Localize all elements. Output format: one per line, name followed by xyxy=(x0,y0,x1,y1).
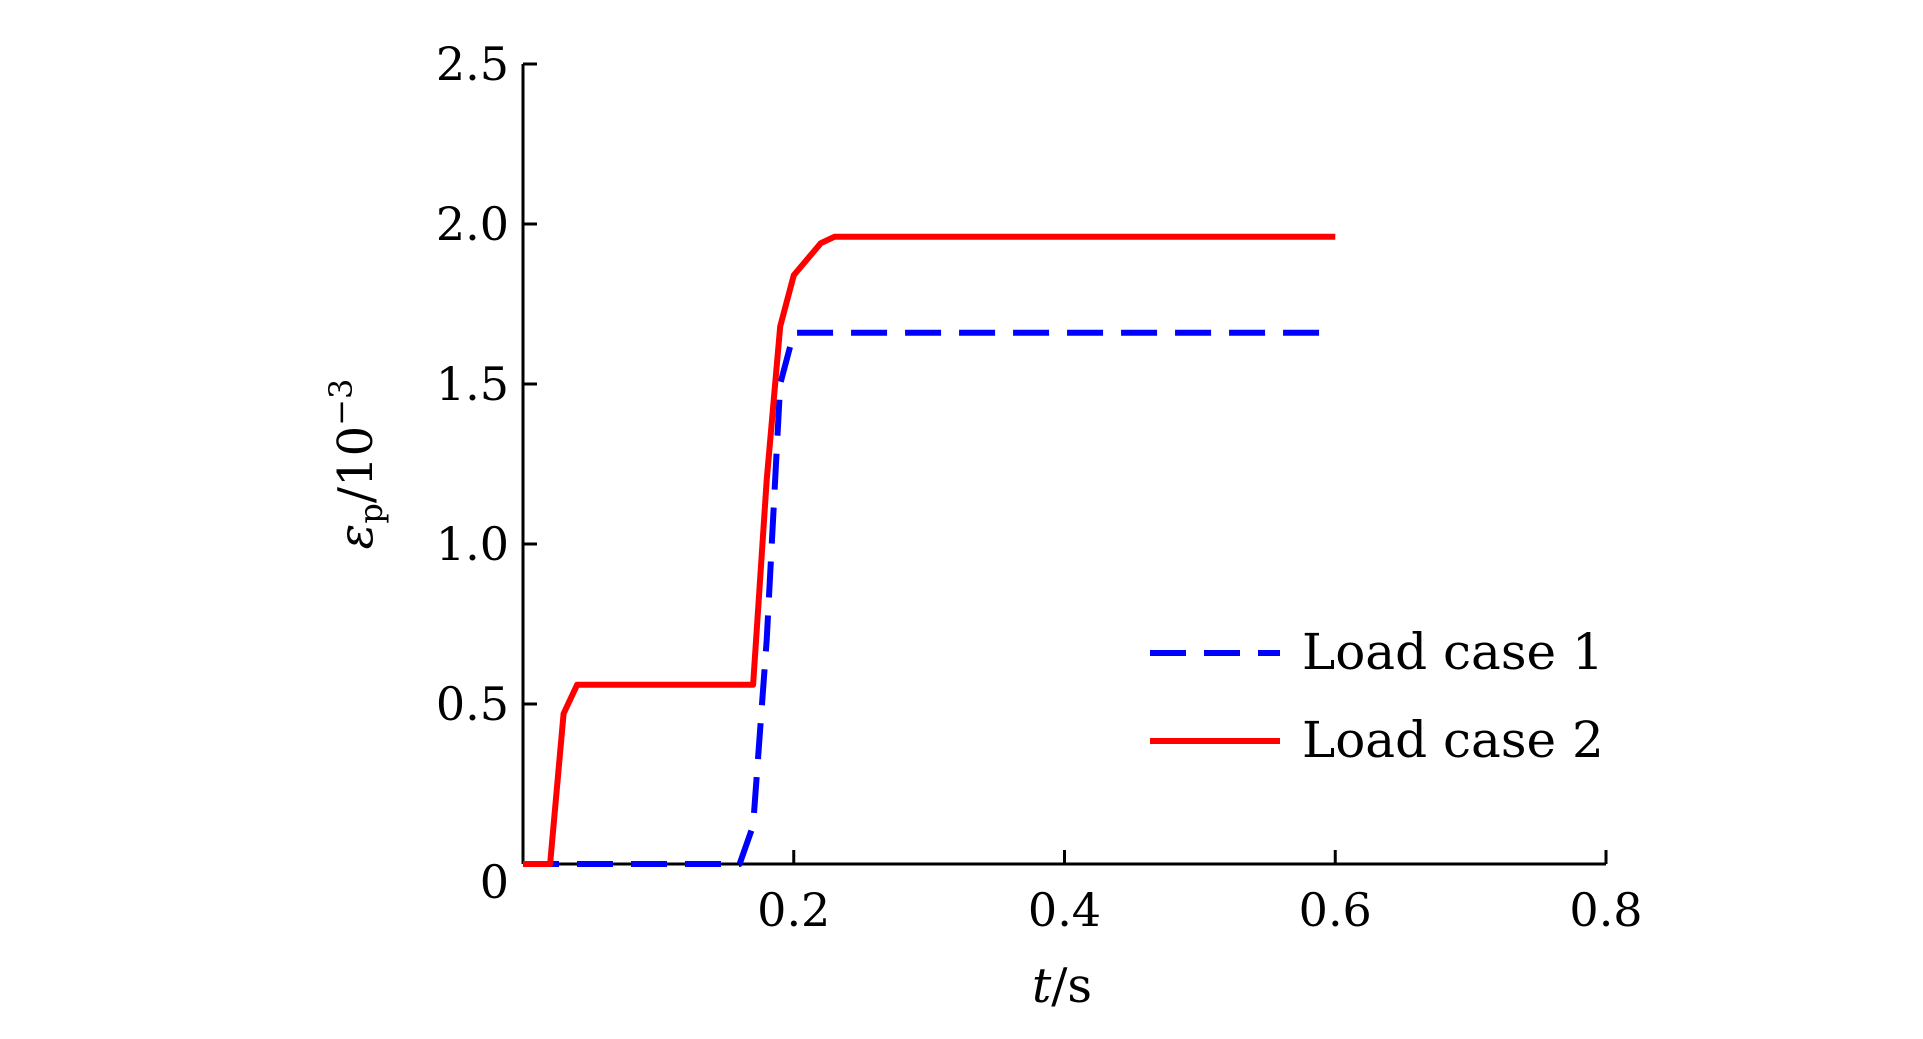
y-axis-label: εp/10−3 xyxy=(322,379,390,550)
y-tick-label: 0.5 xyxy=(436,677,509,731)
legend-label-load-case-1: Load case 1 xyxy=(1302,623,1604,681)
y-tick-label: 1.0 xyxy=(436,517,509,571)
x-axis-label-var: t xyxy=(1032,958,1052,1014)
x-axis-label-unit: /s xyxy=(1051,958,1092,1014)
y-axis-label-unit: /10 xyxy=(328,426,384,503)
svg-text:εp/10−3: εp/10−3 xyxy=(322,379,390,550)
x-axis-label: t/s xyxy=(1032,958,1092,1014)
legend-label-load-case-2: Load case 2 xyxy=(1302,711,1604,769)
y-axis-label-sup: −3 xyxy=(322,379,360,426)
series-layer xyxy=(523,233,1336,867)
x-ticks: 0.2 0.4 0.6 0.8 xyxy=(757,850,1643,937)
series-line-load-case-2 xyxy=(523,233,1336,867)
y-axis-label-var: ε xyxy=(328,524,384,550)
x-tick-label: 0.6 xyxy=(1299,883,1372,937)
x-tick-label: 0.4 xyxy=(1028,883,1101,937)
y-axis-label-sub: p xyxy=(352,503,390,523)
y-tick-label: 2.0 xyxy=(436,197,509,251)
legend: Load case 1 Load case 2 xyxy=(1150,623,1604,769)
x-tick-label: 0.2 xyxy=(757,883,830,937)
y-tick-label: 1.5 xyxy=(436,357,509,411)
svg-text:t/s: t/s xyxy=(1032,958,1092,1014)
y-tick-label: 2.5 xyxy=(436,37,509,91)
y-ticks: 0 0.5 1.0 1.5 2.0 2.5 xyxy=(436,37,537,909)
y-tick-label: 0 xyxy=(480,855,509,909)
series-line-load-case-1 xyxy=(523,329,1336,867)
x-tick-label: 0.8 xyxy=(1569,883,1642,937)
